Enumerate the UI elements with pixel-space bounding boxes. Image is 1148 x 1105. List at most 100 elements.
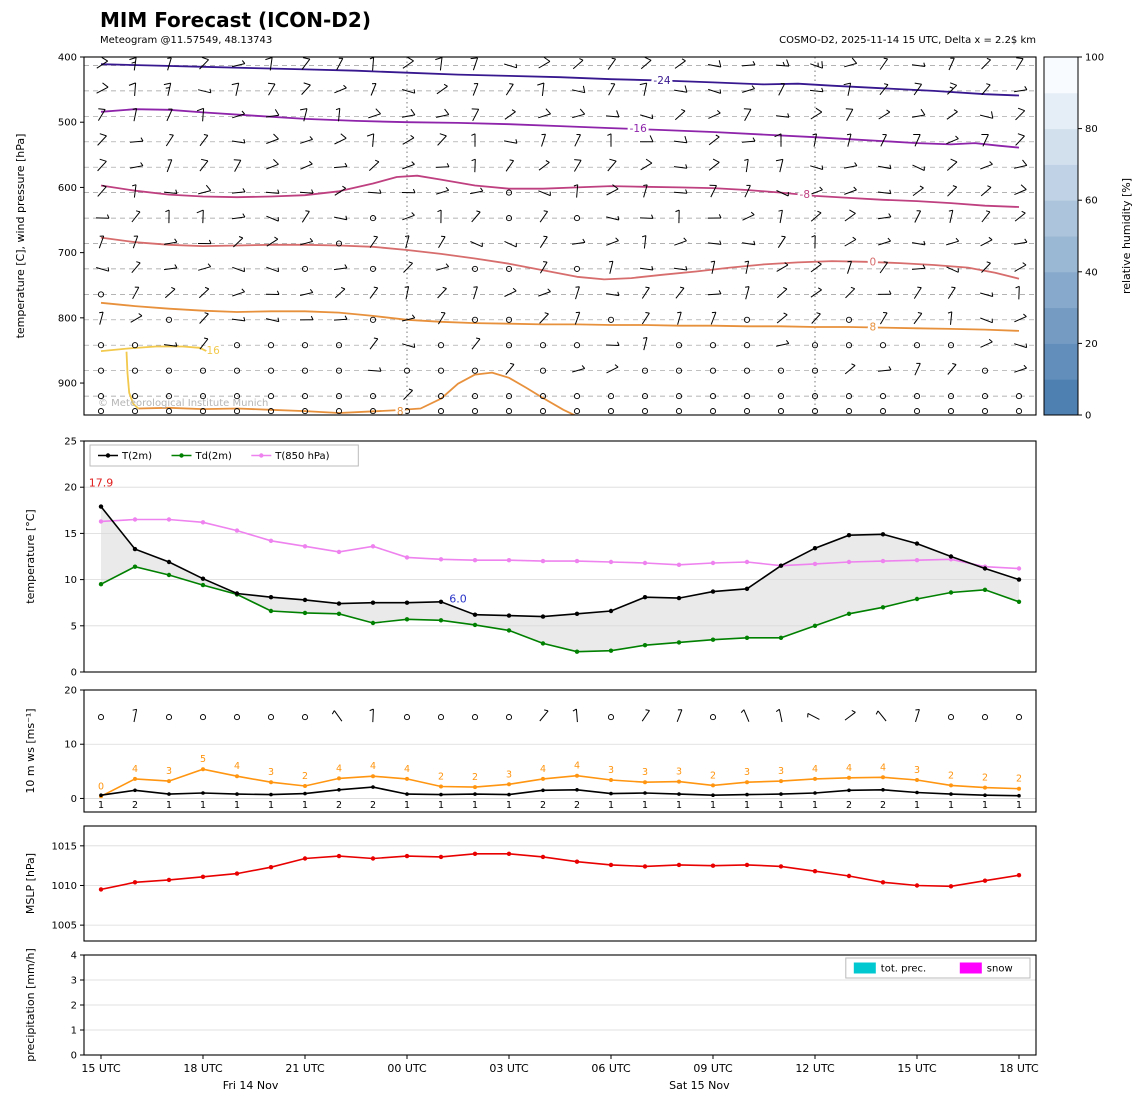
calm-circle-icon xyxy=(131,393,139,400)
calm-circle-icon xyxy=(573,265,581,272)
gust-marker xyxy=(711,783,715,788)
wind-barb-icon xyxy=(471,133,476,147)
t2m-marker xyxy=(540,614,546,619)
t2m-line xyxy=(100,506,1020,618)
calm-circle-icon xyxy=(301,342,309,349)
wind-barb-icon xyxy=(571,85,586,94)
wind-barb-icon xyxy=(981,57,991,70)
y-tick-label: 2 xyxy=(71,1001,77,1012)
wind-barb-icon xyxy=(97,158,107,172)
wind10m-marker xyxy=(847,788,851,793)
t850-line xyxy=(100,518,1020,570)
wind-barb-icon xyxy=(708,134,720,146)
wind-value-label: 1 xyxy=(1016,800,1022,811)
wind-barb-icon xyxy=(915,709,920,723)
y-tick-label: 0 xyxy=(71,668,77,679)
wind-barb-icon xyxy=(402,343,416,348)
wind10m-marker xyxy=(949,792,953,796)
wind10m-marker xyxy=(167,792,171,796)
td2m-marker xyxy=(370,620,376,626)
t2m-marker xyxy=(234,591,240,596)
wind-barb-icon xyxy=(505,159,515,172)
wind10m-marker xyxy=(779,792,783,796)
calm-circle-icon xyxy=(607,393,615,400)
colorbar-segment xyxy=(1044,343,1078,380)
wind-barb-icon xyxy=(537,82,545,96)
legend-box xyxy=(89,444,359,467)
mslp-marker xyxy=(302,856,308,861)
calm-circle-icon xyxy=(845,393,853,400)
calm-circle-icon xyxy=(777,393,785,400)
wind-barb-icon xyxy=(606,184,619,196)
y-tick-label: 1005 xyxy=(52,921,77,932)
wind-barb-icon xyxy=(745,286,750,300)
td2m-marker xyxy=(880,605,886,610)
t2m-marker xyxy=(336,601,342,606)
calm-circle-icon xyxy=(471,316,479,323)
gust-value-label: 3 xyxy=(914,765,920,776)
wind-barb-icon xyxy=(810,210,822,222)
y-tick-label: 25 xyxy=(64,437,77,448)
wind-barb-icon xyxy=(641,709,650,722)
wind-value-label: 2 xyxy=(336,800,342,811)
wind-barb-icon xyxy=(300,237,314,246)
wind-barb-icon xyxy=(96,57,108,69)
calm-circle-icon xyxy=(845,316,853,323)
calm-circle-icon xyxy=(165,408,173,415)
td2m-marker xyxy=(914,596,920,602)
y-tick-label: 20 xyxy=(64,483,77,494)
wind-barb-icon xyxy=(807,712,820,720)
t850-marker xyxy=(132,517,138,522)
t850-marker xyxy=(608,559,614,565)
wind-barb-icon xyxy=(132,286,140,300)
wind-barb-icon xyxy=(402,161,415,170)
wind-barb-icon xyxy=(164,286,176,299)
wind-value-label: 2 xyxy=(370,800,376,811)
wind-barb-icon xyxy=(776,262,789,272)
mslp-marker xyxy=(744,862,750,868)
x-tick-label: 18 UTC xyxy=(183,1062,223,1075)
wind-barb-icon xyxy=(538,160,550,171)
y-tick-label: 5 xyxy=(71,621,77,632)
legend-marker xyxy=(179,453,184,458)
gust-marker xyxy=(949,783,953,788)
wind-barb-icon xyxy=(878,164,892,170)
wind10m-marker xyxy=(337,788,341,792)
x-tick-label: 15 UTC xyxy=(897,1062,937,1075)
wind-barb-icon xyxy=(946,158,958,171)
wind-barb-icon xyxy=(879,261,889,274)
wind-barb-icon xyxy=(401,314,416,322)
gust-marker xyxy=(133,776,137,781)
calm-circle-icon xyxy=(845,408,853,415)
wind-barb-icon xyxy=(402,57,414,69)
calm-circle-icon xyxy=(743,367,751,374)
colorbar-segment xyxy=(1044,57,1078,94)
wind-value-label: 2 xyxy=(540,800,546,811)
wind-barb-icon xyxy=(639,266,654,271)
wind-barb-icon xyxy=(844,209,856,222)
contour-16 xyxy=(100,345,207,352)
wind-barb-icon xyxy=(266,236,279,247)
wind-barb-icon xyxy=(948,57,955,71)
wind-barb-icon xyxy=(132,235,139,249)
calm-circle-icon xyxy=(437,367,445,374)
calm-circle-icon xyxy=(437,393,445,400)
wind-barb-icon xyxy=(334,286,346,299)
wind-barb-icon xyxy=(573,184,579,198)
calm-circle-icon xyxy=(573,408,581,415)
gust-marker xyxy=(915,778,919,782)
wind-value-label: 2 xyxy=(132,800,138,811)
gust-value-label: 4 xyxy=(812,764,818,775)
colorbar-segment xyxy=(1044,200,1078,237)
wind10m-line xyxy=(100,786,1020,797)
wind-value-label: 1 xyxy=(234,800,240,811)
wind-barb-icon xyxy=(1013,159,1028,169)
wind-barb-icon xyxy=(368,159,380,171)
wind-barb-icon xyxy=(331,710,343,722)
calm-circle-icon xyxy=(471,393,479,400)
legend-marker xyxy=(105,453,111,458)
calm-circle-icon xyxy=(539,367,547,374)
wind-barb-icon xyxy=(844,709,856,721)
gust-marker xyxy=(847,775,851,780)
humidity-colorbar: 0 20 40 60 80 100 xyxy=(1043,53,1104,422)
